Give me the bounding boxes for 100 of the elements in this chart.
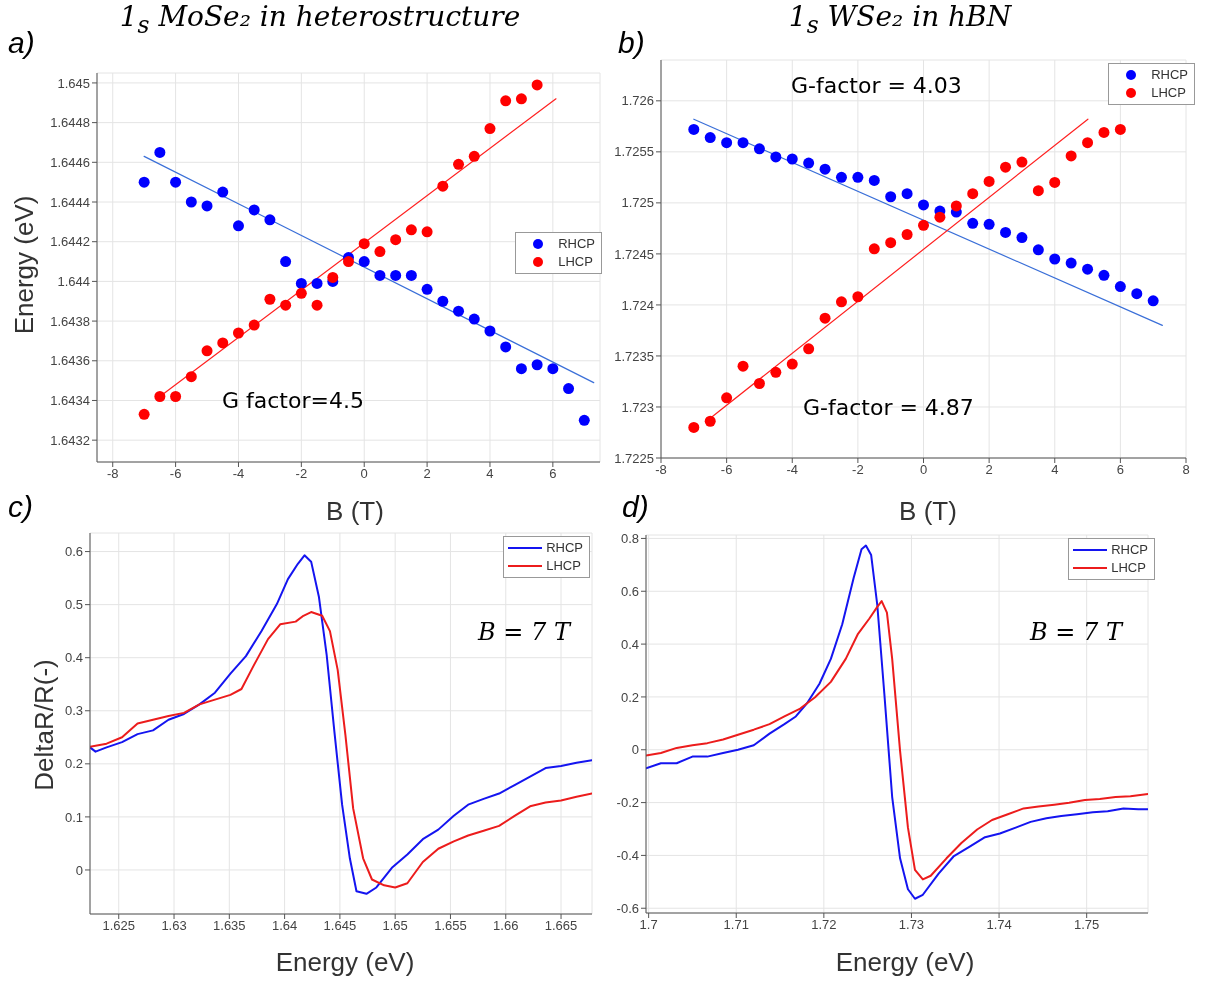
chart-title: 1$_{s}$ MoSe₂ in heterostructure <box>119 0 521 39</box>
text: a) <box>8 26 35 60</box>
point <box>248 204 260 216</box>
point <box>835 296 847 308</box>
y-tick-label: 1.6434 <box>50 393 90 409</box>
point <box>453 305 465 317</box>
point <box>185 196 197 208</box>
line-series <box>90 611 592 889</box>
point <box>737 360 749 372</box>
point <box>1065 150 1077 162</box>
point <box>688 123 700 135</box>
x-tick-label: 1.645 <box>323 918 357 934</box>
point <box>1032 185 1044 197</box>
legend-label: LHCP <box>546 557 581 575</box>
x-tick-label: -8 <box>106 466 119 482</box>
x-tick-label: 1.74 <box>986 917 1012 933</box>
point <box>421 226 433 238</box>
x-axis-title: Energy (eV) <box>275 947 415 978</box>
line-series <box>90 554 592 895</box>
y-tick-label: 1.723 <box>621 399 654 415</box>
annotation: G factor=4.5 <box>222 388 364 413</box>
line-series <box>646 600 1148 881</box>
x-tick-label: 1.71 <box>723 917 749 933</box>
legend-label: RHCP <box>546 539 583 557</box>
point <box>753 378 765 389</box>
y-tick-label: 0 <box>631 742 639 758</box>
legend-label: RHCP <box>1111 541 1148 559</box>
y-tick-label: 0.2 <box>620 689 639 705</box>
point <box>901 229 913 241</box>
y-tick-label: 0.6 <box>620 583 639 599</box>
x-tick-label: 0 <box>360 466 368 482</box>
x-tick-label: 1.625 <box>102 918 136 934</box>
y-tick-label: -0.4 <box>616 848 639 864</box>
point <box>1016 232 1028 244</box>
y-tick-label: 1.725 <box>621 195 654 211</box>
point <box>515 363 527 375</box>
point <box>201 200 213 212</box>
point <box>967 188 979 200</box>
x-tick-label: 1.75 <box>1074 917 1100 933</box>
point <box>358 238 370 250</box>
x-tick-label: 1.665 <box>544 918 578 934</box>
point <box>437 180 449 192</box>
y-axis-title: Energy (eV) <box>8 195 40 335</box>
point <box>170 176 182 188</box>
x-tick-label: 2 <box>423 466 431 482</box>
point <box>154 146 166 158</box>
point <box>983 218 995 230</box>
y-tick-label: -0.2 <box>616 795 639 811</box>
point <box>885 237 897 249</box>
point <box>405 224 417 236</box>
point <box>295 277 307 289</box>
point <box>390 269 402 281</box>
point <box>852 291 864 303</box>
point <box>704 415 716 427</box>
point <box>405 269 417 281</box>
y-tick-label: 1.7245 <box>614 246 654 262</box>
y-tick-label: 0 <box>75 862 83 878</box>
x-tick-label: 1.73 <box>898 917 925 933</box>
x-tick-label: 2 <box>985 462 993 478</box>
point <box>500 95 512 107</box>
y-tick-label: 0.2 <box>64 756 83 772</box>
x-tick-label: 4 <box>1051 462 1059 478</box>
point <box>311 277 323 289</box>
y-axis-title: DeltaR/R(-) <box>28 659 60 791</box>
x-tick-label: 8 <box>1182 462 1190 478</box>
y-tick-label: 1.724 <box>621 297 654 313</box>
y-tick-label: 1.6432 <box>50 432 90 448</box>
point <box>1131 288 1143 300</box>
x-tick-label: 0 <box>919 462 928 478</box>
y-tick-label: 1.6446 <box>50 154 90 170</box>
x-tick-label: -8 <box>655 462 667 478</box>
point <box>453 158 465 170</box>
point <box>786 153 798 165</box>
y-tick-label: 1.6444 <box>50 194 90 210</box>
point <box>547 363 559 375</box>
y-tick-label: 0.1 <box>64 809 83 825</box>
point <box>1147 295 1159 307</box>
annotation: G-factor = 4.03 <box>791 73 962 98</box>
x-tick-label: -6 <box>720 462 733 478</box>
x-tick-label: -6 <box>169 466 182 482</box>
chart-title: 1$_{s}$ WSe₂ in hBN <box>788 0 1012 39</box>
x-tick-label: -4 <box>786 462 799 478</box>
y-tick-label: 1.7255 <box>614 144 654 160</box>
point <box>967 217 979 229</box>
text: c) <box>8 490 33 524</box>
point <box>374 246 386 258</box>
point <box>1114 123 1126 135</box>
x-tick-label: 1.635 <box>213 918 246 934</box>
legend-label: RHCP <box>1151 66 1188 84</box>
y-tick-label: 0.8 <box>620 531 639 547</box>
point <box>803 157 815 169</box>
legend-label: LHCP <box>1111 559 1146 577</box>
point <box>803 343 815 355</box>
point <box>170 391 182 403</box>
point <box>1082 137 1094 149</box>
point <box>295 287 307 299</box>
point <box>753 143 765 155</box>
y-tick-label: 1.6448 <box>50 115 90 131</box>
point <box>835 171 847 183</box>
point <box>358 256 370 268</box>
